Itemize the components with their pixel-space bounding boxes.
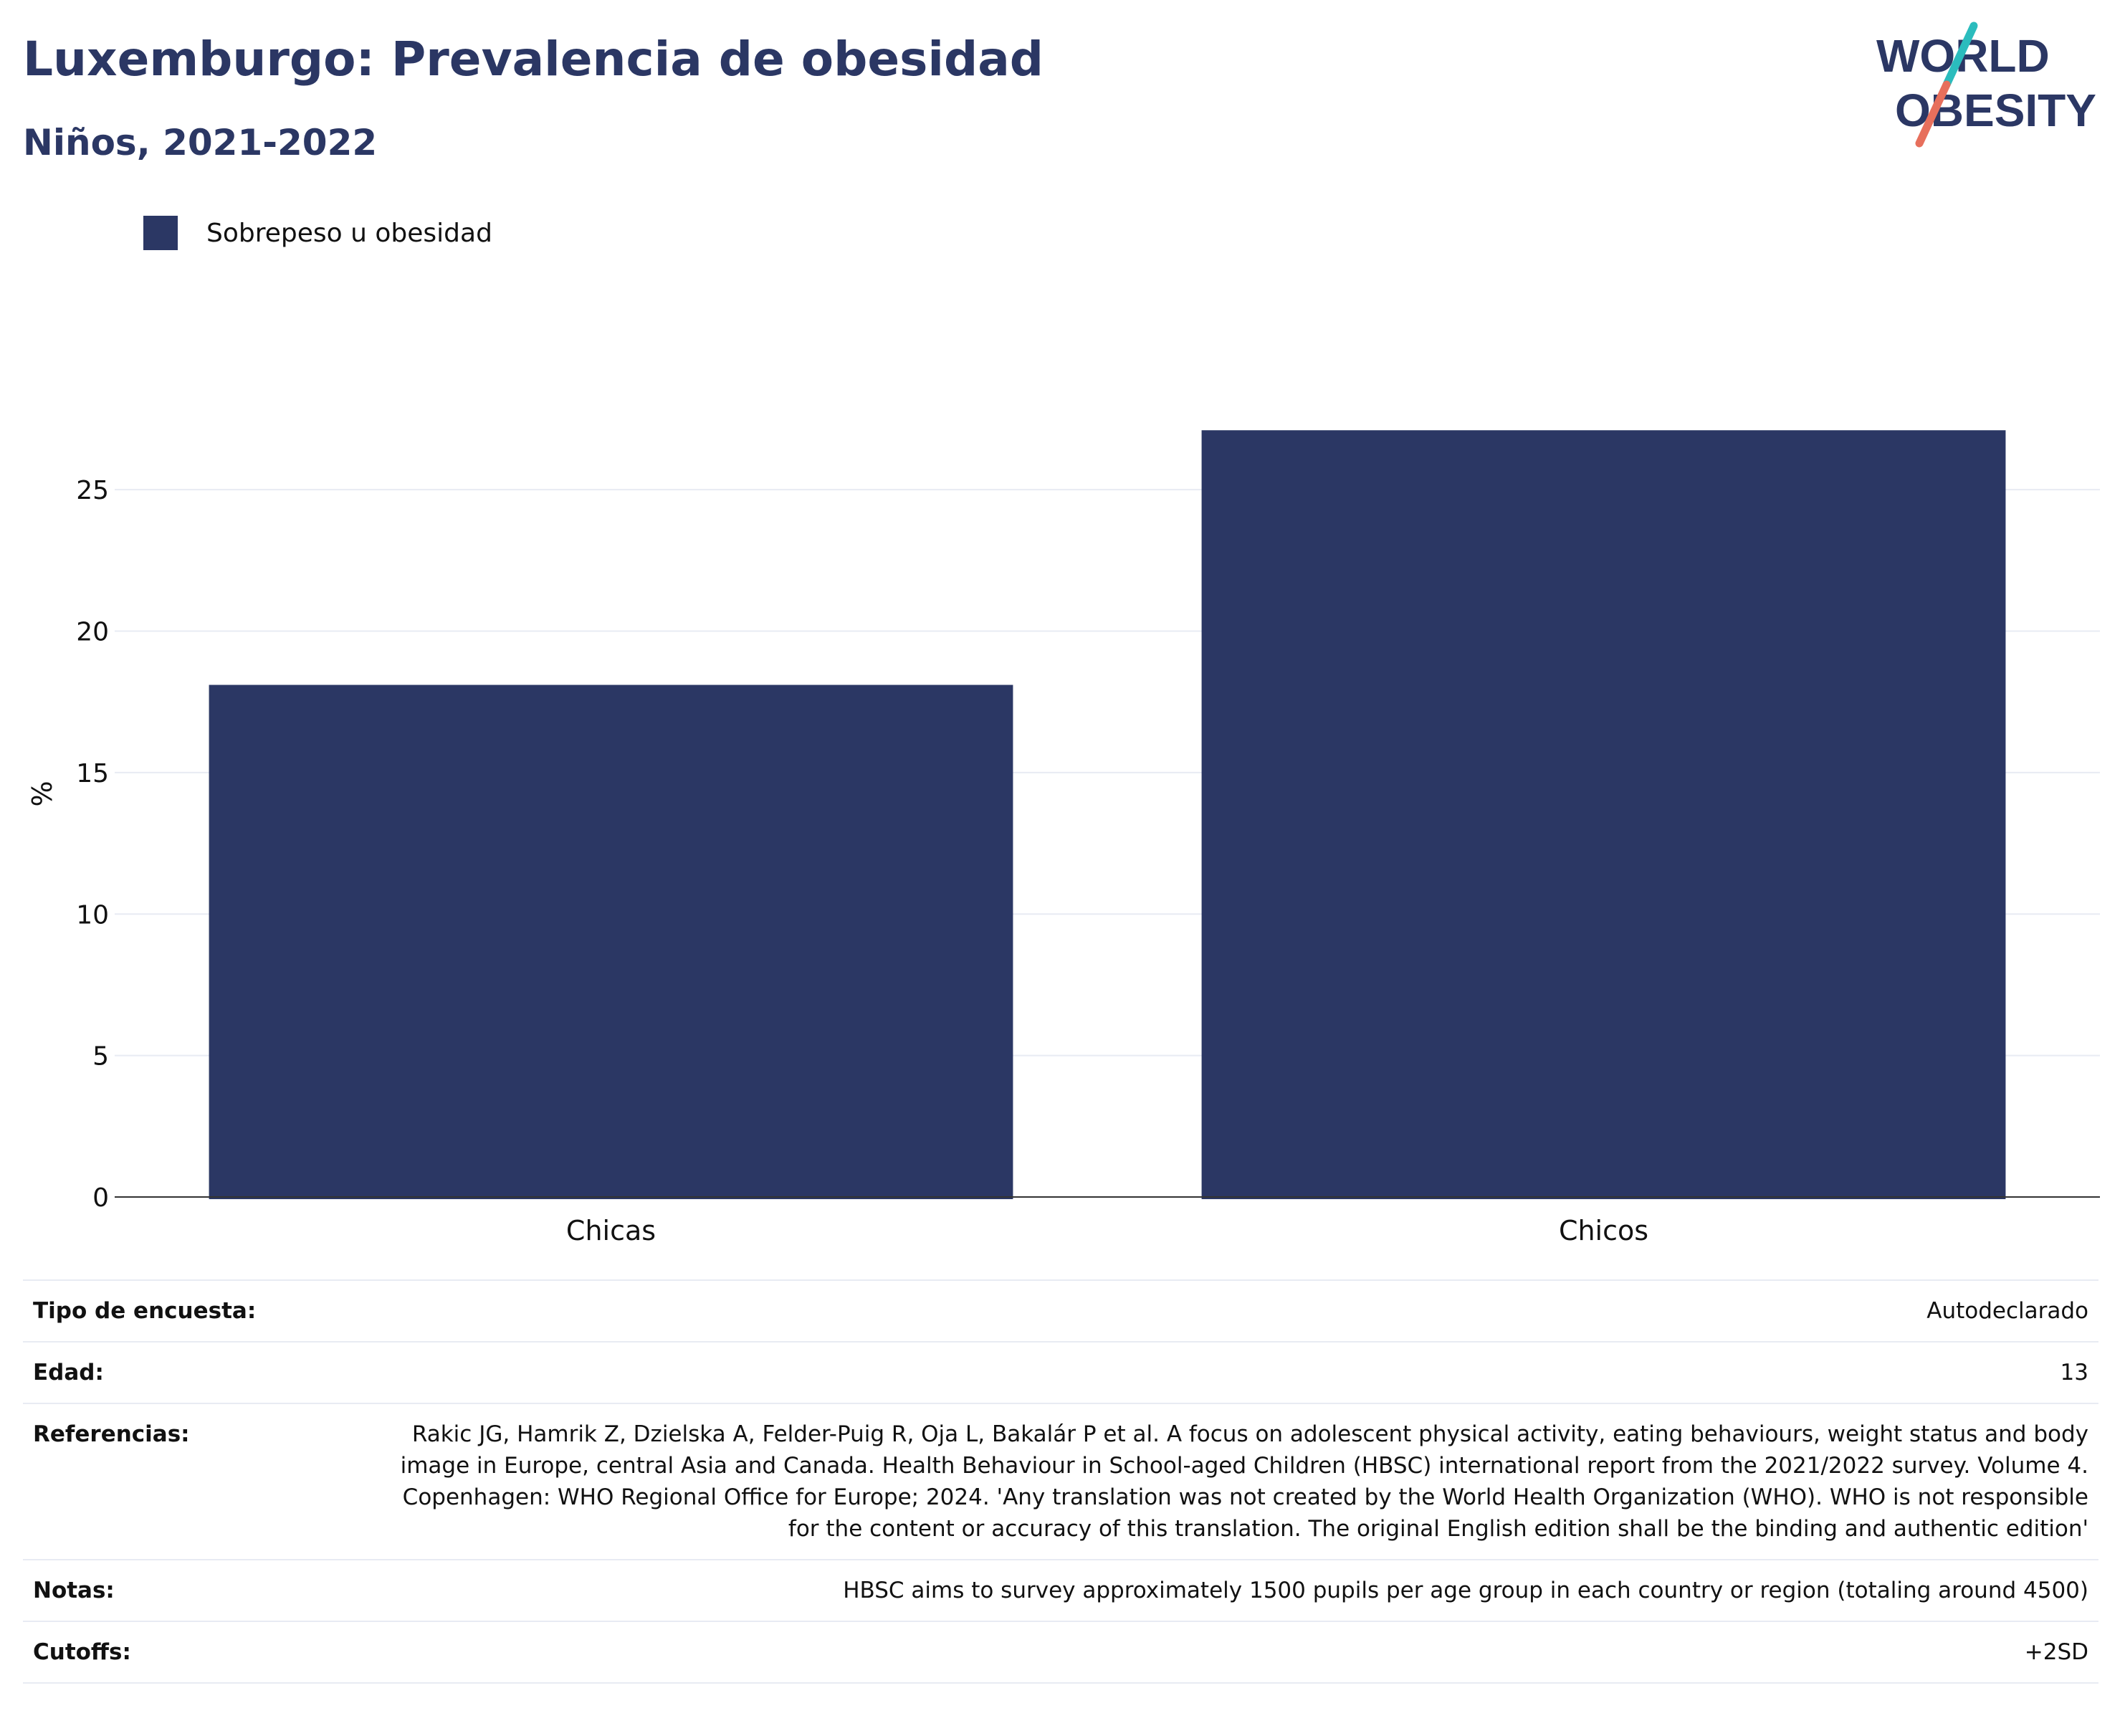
y-tick-label: 10 bbox=[76, 900, 109, 930]
chart-title: Luxemburgo: Prevalencia de obesidad bbox=[23, 32, 1044, 87]
info-label: Tipo de encuesta: bbox=[23, 1279, 373, 1342]
info-label: Referencias: bbox=[23, 1403, 373, 1560]
logo-slash-top bbox=[1942, 22, 1978, 89]
y-tick-label: 0 bbox=[92, 1183, 109, 1213]
info-table: Tipo de encuesta: Autodeclarado Edad: 13 Ref… bbox=[23, 1279, 2098, 1684]
y-axis-label: % bbox=[27, 781, 58, 806]
world-obesity-logo: WORLD OBESITY bbox=[1876, 22, 2096, 148]
legend-swatch bbox=[143, 216, 178, 250]
legend-label: Sobrepeso u obesidad bbox=[206, 218, 492, 248]
info-label: Notas: bbox=[23, 1559, 373, 1622]
info-value: Rakic JG, Hamrik Z, Dzielska A, Felder-P… bbox=[373, 1403, 2098, 1560]
bar-chicas bbox=[209, 685, 1013, 1199]
bar-chicos bbox=[1201, 430, 2006, 1199]
info-value: +2SD bbox=[373, 1621, 2098, 1684]
x-tick-label: Chicas bbox=[566, 1215, 656, 1246]
info-row: Tipo de encuesta: Autodeclarado bbox=[23, 1279, 2098, 1342]
info-label: Cutoffs: bbox=[23, 1621, 373, 1684]
y-tick-label: 20 bbox=[76, 618, 109, 647]
y-tick-label: 15 bbox=[76, 759, 109, 788]
info-value: HBSC aims to survey approximately 1500 p… bbox=[373, 1559, 2098, 1622]
chart-subtitle: Niños, 2021-2022 bbox=[23, 122, 378, 163]
info-row: Edad: 13 bbox=[23, 1341, 2098, 1404]
chart-legend: Sobrepeso u obesidad bbox=[143, 215, 492, 251]
bar-chart: 0 5 10 15 20 25 Chicas Chicos% bbox=[27, 430, 2100, 1246]
logo-slash-bottom bbox=[1915, 80, 1951, 148]
x-tick-label: Chicos bbox=[1559, 1215, 1648, 1246]
info-row: Notas: HBSC aims to survey approximately … bbox=[23, 1559, 2098, 1622]
y-tick-label: 5 bbox=[92, 1042, 109, 1072]
info-value: 13 bbox=[373, 1341, 2098, 1404]
info-row: Cutoffs: +2SD bbox=[23, 1621, 2098, 1684]
y-tick-label: 25 bbox=[76, 476, 109, 505]
info-row: Referencias: Rakic JG, Hamrik Z, Dzielska… bbox=[23, 1403, 2098, 1560]
info-value: Autodeclarado bbox=[373, 1279, 2098, 1342]
info-label: Edad: bbox=[23, 1341, 373, 1404]
